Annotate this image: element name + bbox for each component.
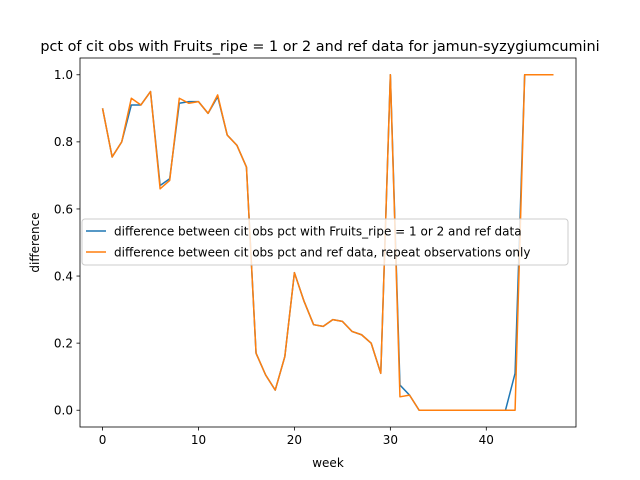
- legend: difference between cit obs pct with Frui…: [81, 218, 569, 266]
- x-tick-label: 0: [99, 433, 107, 447]
- x-tick-label: 20: [287, 433, 302, 447]
- y-tick-label: 0.4: [54, 269, 73, 283]
- x-tick-label: 30: [383, 433, 398, 447]
- legend-frame: [81, 218, 569, 266]
- legend-label-series-1: difference between cit obs pct with Frui…: [114, 225, 522, 239]
- y-tick-label: 0.6: [54, 202, 73, 216]
- y-axis-label: difference: [28, 212, 42, 272]
- legend-label-series-2: difference between cit obs pct and ref d…: [114, 246, 530, 260]
- y-axis-ticks: 0.0 0.2 0.4 0.6 0.8 1.0: [54, 68, 80, 418]
- y-tick-label: 0.0: [54, 404, 73, 418]
- x-tick-label: 40: [479, 433, 494, 447]
- y-tick-label: 0.2: [54, 336, 73, 350]
- series-layer: [101, 74, 554, 411]
- x-axis-label: week: [312, 456, 344, 470]
- y-tick-label: 0.8: [54, 135, 73, 149]
- x-tick-label: 10: [191, 433, 206, 447]
- series-line-2: [101, 74, 554, 411]
- x-axis-ticks: 0 10 20 30 40: [99, 427, 494, 447]
- y-tick-label: 1.0: [54, 68, 73, 82]
- chart-title: pct of cit obs with Fruits_ripe = 1 or 2…: [40, 39, 599, 55]
- plot-frame: [79, 57, 577, 428]
